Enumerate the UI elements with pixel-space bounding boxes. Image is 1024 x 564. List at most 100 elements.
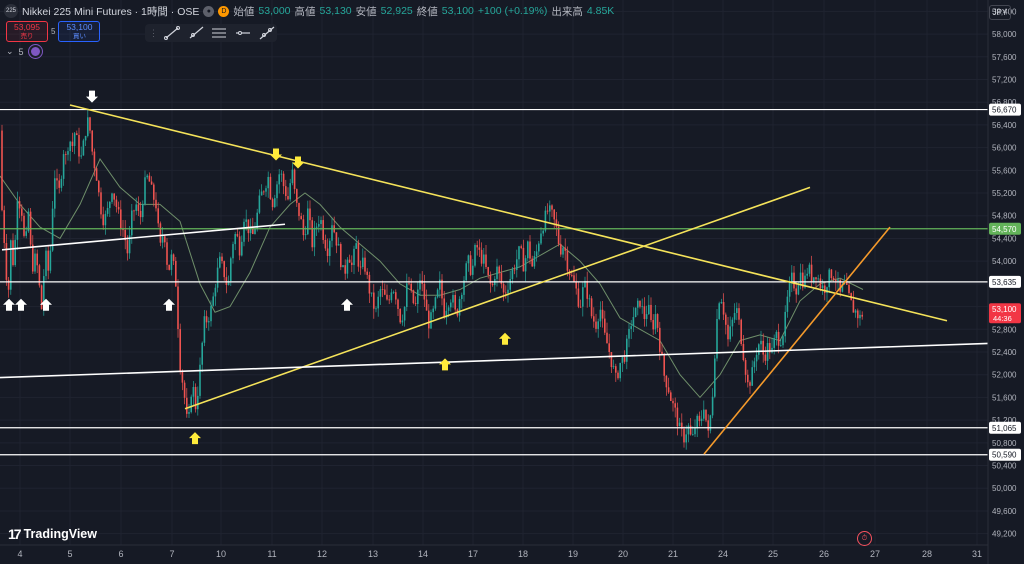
candle-body (725, 314, 727, 325)
candle-body (186, 397, 188, 414)
candle-body (608, 343, 610, 353)
candle-body (91, 130, 93, 152)
candle-body (311, 220, 313, 248)
candle-body (615, 366, 617, 373)
candle-body (797, 285, 800, 295)
candle-body (606, 332, 608, 344)
candle-body (709, 415, 712, 431)
y-tick-label: 49,200 (992, 530, 1017, 539)
candle-body (234, 234, 236, 245)
candle-body (10, 240, 12, 290)
candle-body (403, 306, 406, 321)
candle-body (474, 245, 476, 266)
candle-body (348, 259, 351, 263)
y-tick-label: 51,600 (992, 393, 1017, 402)
candle-body (214, 287, 217, 297)
candle-body (551, 205, 553, 210)
candle-body (408, 283, 410, 285)
candle-body (267, 176, 269, 189)
candle-body (692, 434, 694, 436)
candle-body (815, 277, 817, 280)
candle-body (287, 196, 289, 200)
candle-body (395, 292, 397, 300)
candle-body (747, 374, 749, 383)
candle-body (73, 133, 76, 146)
candle-body (425, 299, 428, 311)
candle-body (111, 193, 113, 202)
parallel-channel-tool-icon[interactable] (210, 25, 230, 41)
candle-body (43, 276, 45, 310)
candle-body (390, 292, 393, 301)
drag-handle-icon[interactable]: ⋮ (149, 27, 158, 38)
candle-body (51, 208, 54, 251)
candle-body (177, 286, 179, 330)
low-value: 52,925 (380, 5, 413, 17)
extended-line-tool-icon[interactable] (257, 25, 277, 41)
candle-body (670, 392, 672, 401)
candle-body (194, 386, 197, 410)
collapse-chevron-icon[interactable]: ⌄ (6, 46, 14, 56)
trend-line-tool-icon[interactable] (162, 25, 182, 41)
market-status-icon[interactable]: ● (203, 5, 215, 17)
candle-body (238, 236, 241, 256)
x-tick-label: 13 (368, 549, 378, 559)
candle-body (659, 327, 661, 352)
trend-line (1, 223, 286, 251)
replay-clock-icon[interactable]: ⏱ (857, 531, 872, 546)
candle-body (854, 310, 857, 313)
y-tick-label: 52,800 (992, 325, 1017, 334)
change-value: +100 (+0.19%) (477, 5, 548, 17)
indicator-count: 5 (18, 46, 24, 57)
horizontal-line-tool-icon[interactable] (233, 25, 253, 41)
candle-body (687, 425, 690, 435)
candle-body (342, 265, 344, 268)
candle-body (190, 396, 192, 413)
candle-body (626, 338, 628, 362)
candle-body (676, 407, 679, 427)
spread-value: 5 (51, 27, 56, 36)
candle-body (665, 375, 668, 388)
candle-body (62, 154, 65, 179)
y-tick-label: 54,000 (992, 257, 1017, 266)
candle-body (740, 319, 742, 345)
candle-body (320, 220, 322, 225)
candle-body (483, 254, 485, 264)
currency-selector[interactable]: JPY (989, 5, 1011, 20)
candle-body (795, 288, 797, 295)
ray-tool-icon[interactable] (186, 25, 206, 41)
data-badge[interactable]: D (218, 5, 230, 17)
indicator-visibility-icon[interactable] (28, 45, 42, 58)
candle-body (861, 314, 863, 317)
candle-body (755, 354, 758, 362)
candle-body (25, 231, 27, 236)
candle-body (324, 239, 327, 249)
candle-body (694, 427, 696, 435)
candle-body (34, 253, 36, 272)
y-tick-label: 54,800 (992, 212, 1017, 221)
candle-body (263, 191, 265, 193)
sell-button[interactable]: 53,095 売り (6, 21, 48, 42)
candle-body (27, 211, 30, 232)
candle-body (124, 229, 126, 241)
candle-body (164, 236, 166, 243)
candle-body (102, 214, 104, 226)
buy-button[interactable]: 53,100 買い (58, 21, 101, 42)
candle-body (65, 154, 67, 155)
candle-body (841, 283, 844, 292)
trend-line (69, 104, 948, 322)
candle-body (461, 294, 463, 299)
x-tick-label: 4 (17, 549, 22, 559)
candle-body (830, 269, 833, 278)
candle-body (452, 294, 454, 303)
chart-title[interactable]: Nikkei 225 Mini Futures · 1時間 · OSE (22, 5, 200, 18)
candle-body (131, 210, 133, 236)
candle-body (806, 273, 808, 276)
candle-body (397, 299, 399, 309)
candle-body (753, 361, 756, 368)
candle-body (782, 336, 784, 346)
candle-body (467, 255, 470, 264)
candle-body (612, 366, 615, 368)
candle-body (58, 180, 60, 188)
candle-body (40, 285, 43, 310)
